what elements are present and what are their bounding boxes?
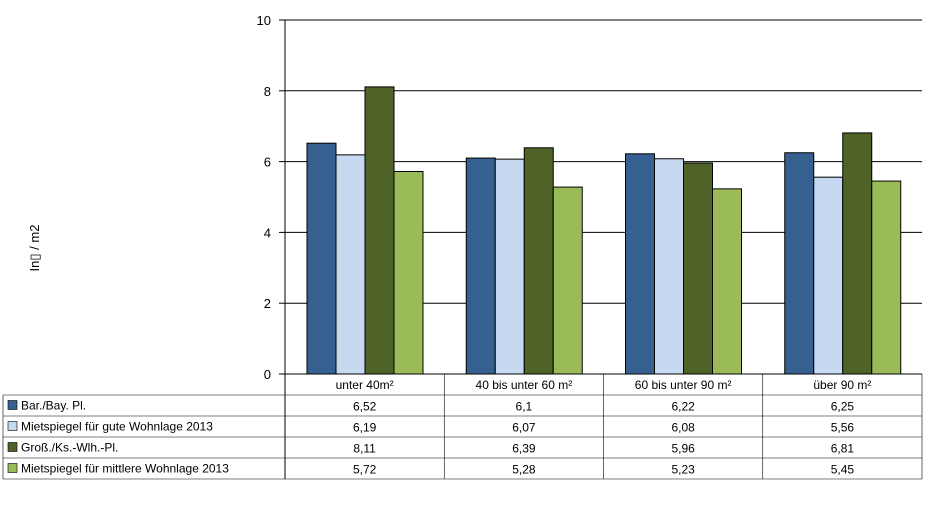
y-tick-label: 8 — [264, 84, 271, 99]
data-label: 6,39 — [512, 442, 536, 456]
bar — [465, 157, 496, 375]
x-category-label: unter 40m² — [336, 378, 394, 392]
bar — [523, 147, 554, 375]
bar — [335, 154, 366, 375]
data-label: 6,1 — [516, 400, 533, 414]
data-label: 5,45 — [831, 463, 855, 477]
data-label: 5,23 — [671, 463, 695, 477]
legend-entry: Mietspiegel für gute Wohnlage 2013 — [21, 420, 213, 434]
bar — [393, 171, 424, 375]
bar — [871, 180, 902, 375]
bar — [552, 186, 583, 375]
y-tick-label: 0 — [264, 367, 271, 382]
axes: 0 2 4 6 8 10 — [257, 13, 286, 382]
y-axis-label: In▯ / m2 — [27, 225, 42, 272]
data-table: unter 40m² 40 bis unter 60 m² 60 bis unter… — [2, 373, 923, 480]
data-label: 6,52 — [353, 400, 377, 414]
data-label: 5,56 — [831, 421, 855, 435]
data-label: 5,72 — [353, 463, 377, 477]
data-label: 5,96 — [671, 442, 695, 456]
legend-swatch — [7, 400, 18, 410]
legend-entry: Mietspiegel für mittlere Wohnlage 2013 — [21, 462, 229, 476]
y-tick-label: 6 — [264, 155, 271, 170]
data-label: 8,11 — [353, 442, 376, 456]
legend-entry: Bar./Bay. Pl. — [21, 399, 86, 413]
legend-swatch — [7, 463, 18, 473]
x-category-label: über 90 m² — [813, 378, 871, 392]
data-label: 6,07 — [512, 421, 536, 435]
x-category-label: 60 bis unter 90 m² — [635, 378, 732, 392]
legend-swatch — [7, 442, 18, 452]
legend-entry: Groß./Ks.-Wlh.-Pl. — [21, 441, 118, 455]
legend-swatch — [7, 421, 18, 431]
data-label: 6,08 — [671, 421, 695, 435]
x-category-label: 40 bis unter 60 m² — [476, 378, 573, 392]
bar — [654, 158, 684, 375]
bar — [712, 188, 742, 375]
bar — [683, 162, 713, 375]
data-label: 6,81 — [831, 442, 855, 456]
y-tick-label: 4 — [264, 225, 271, 240]
bar — [625, 153, 655, 375]
data-label: 6,25 — [831, 400, 855, 414]
bar — [784, 152, 815, 375]
bar — [813, 176, 844, 375]
data-label: 6,19 — [353, 421, 377, 435]
y-tick-label: 10 — [257, 13, 271, 28]
y-tick-label: 2 — [264, 296, 271, 311]
data-label: 5,28 — [512, 463, 536, 477]
data-label: 6,22 — [671, 400, 695, 414]
bar — [842, 132, 873, 375]
bar — [306, 142, 337, 375]
bars — [306, 86, 902, 375]
bar — [364, 86, 395, 375]
bar — [494, 158, 525, 375]
